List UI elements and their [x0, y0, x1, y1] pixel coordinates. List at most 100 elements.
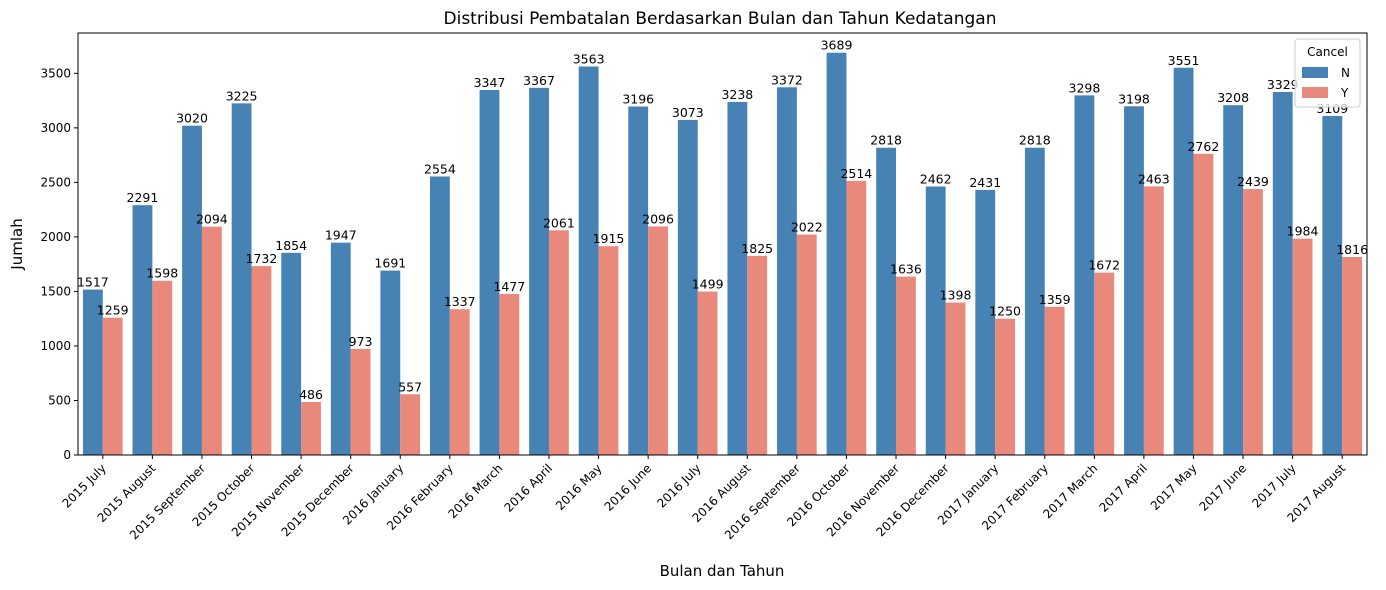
- bar-y-0: [102, 317, 123, 455]
- chart-title: Distribusi Pembatalan Berdasarkan Bulan …: [444, 9, 997, 29]
- bar-value-label: 1672: [1088, 258, 1120, 273]
- bar-n-4: [281, 252, 302, 455]
- bar-y-16: [896, 276, 916, 455]
- bar-y-12: [697, 291, 718, 455]
- bar-n-8: [479, 90, 500, 456]
- x-tick-label: 2016 April: [502, 461, 556, 515]
- bar-value-label: 2061: [543, 215, 575, 230]
- x-tick-label: 2016 July: [654, 461, 703, 510]
- legend: Cancel NY: [1294, 38, 1361, 108]
- bar-value-label: 1732: [246, 251, 278, 266]
- bar-value-label: 1825: [741, 241, 773, 256]
- bar-value-label: 2818: [870, 133, 902, 148]
- bar-value-label: 1337: [444, 294, 476, 309]
- bar-value-label: 2462: [920, 172, 952, 187]
- bar-value-label: 3367: [523, 73, 555, 88]
- y-tick-label: 3000: [40, 121, 71, 135]
- bar-y-22: [1193, 153, 1214, 455]
- x-axis-label: Bulan dan Tahun: [660, 562, 785, 580]
- bar-value-label: 1915: [593, 231, 625, 246]
- bar-value-label: 1854: [275, 238, 307, 253]
- bar-n-1: [132, 205, 153, 455]
- bar-y-10: [598, 246, 619, 455]
- bar-value-label: 3563: [573, 51, 605, 66]
- bar-value-label: 3225: [226, 88, 258, 103]
- bar-n-24: [1272, 91, 1293, 455]
- bar-value-label: 2096: [642, 211, 674, 226]
- bar-y-4: [301, 402, 321, 455]
- bar-n-14: [777, 87, 797, 455]
- bar-y-23: [1243, 189, 1263, 455]
- bar-value-label: 1598: [146, 266, 178, 281]
- bar-n-20: [1074, 95, 1095, 456]
- bar-n-10: [578, 66, 599, 455]
- bar-n-17: [925, 186, 946, 455]
- bar-y-3: [251, 266, 272, 455]
- bar-value-label: 2094: [196, 212, 228, 227]
- bar-value-label: 1398: [940, 288, 972, 303]
- bar-y-6: [400, 394, 421, 455]
- bar-n-22: [1173, 67, 1194, 456]
- bar-y-1: [152, 280, 173, 455]
- bar-value-label: 486: [299, 387, 323, 402]
- bar-value-label: 2554: [424, 162, 456, 177]
- bar-n-21: [1124, 106, 1144, 455]
- bar-value-label: 557: [398, 379, 422, 394]
- bar-value-label: 3689: [821, 38, 853, 53]
- bar-y-5: [350, 348, 371, 455]
- bar-y-20: [1094, 272, 1115, 455]
- bar-n-5: [330, 242, 351, 455]
- y-tick-label: 3500: [40, 66, 71, 80]
- bar-y-7: [449, 309, 470, 455]
- bar-value-label: 3329: [1267, 77, 1299, 92]
- bar-n-0: [82, 289, 103, 455]
- x-tick-label: 2016 May: [553, 461, 605, 513]
- x-tick-label: 2015 July: [59, 461, 108, 510]
- bar-value-label: 1359: [1039, 292, 1071, 307]
- bar-value-label: 1517: [77, 275, 109, 290]
- bar-n-11: [628, 106, 649, 455]
- bar-y-15: [846, 180, 867, 455]
- bar-value-label: 3551: [1168, 53, 1200, 68]
- bar-value-label: 1947: [325, 228, 357, 243]
- bar-y-24: [1292, 238, 1313, 455]
- bar-value-label: 973: [349, 334, 373, 349]
- x-tick-label: 2017 May: [1148, 461, 1200, 513]
- bar-value-label: 1499: [692, 277, 724, 292]
- bar-n-2: [182, 125, 202, 455]
- bar-value-label: 3238: [721, 87, 753, 102]
- bar-n-9: [529, 87, 549, 456]
- legend-swatch-n: [1302, 67, 1328, 78]
- bar-y-11: [648, 226, 668, 455]
- y-tick-label: 1500: [40, 284, 71, 298]
- bar-value-label: 3073: [672, 105, 704, 120]
- bar-value-label: 3198: [1118, 91, 1150, 106]
- legend-title: Cancel: [1307, 45, 1348, 59]
- bar-value-label: 2818: [1019, 133, 1051, 148]
- bar-value-label: 1636: [890, 262, 922, 277]
- plot-area: 1517 2291 3020 3225 1854 1947 1691 2554 3347 3367…: [40, 32, 1368, 542]
- bar-y-13: [747, 255, 768, 455]
- bar-y-14: [796, 234, 817, 455]
- bar-value-label: 2291: [127, 190, 159, 205]
- x-tick-label: 2016 June: [602, 461, 655, 514]
- bar-y-19: [1044, 306, 1065, 455]
- bar-value-label: 2439: [1237, 174, 1269, 189]
- bar-n-25: [1322, 115, 1343, 456]
- bar-value-label: 1691: [374, 256, 406, 271]
- bar-value-label: 2514: [840, 166, 872, 181]
- y-tick-label: 2000: [40, 230, 71, 244]
- x-tick-label: 2017 July: [1249, 461, 1298, 510]
- bar-value-label: 2463: [1138, 171, 1170, 186]
- y-tick-label: 1000: [40, 339, 71, 353]
- bar-value-label: 3347: [474, 75, 506, 90]
- x-tick-label: 2017 June: [1196, 461, 1249, 514]
- bar-value-label: 2022: [791, 220, 823, 235]
- bar-value-label: 2762: [1187, 139, 1219, 154]
- bar-value-label: 3298: [1069, 80, 1101, 95]
- y-tick-label: 2500: [40, 175, 71, 189]
- bar-n-15: [826, 52, 847, 456]
- bar-value-label: 3020: [176, 111, 208, 126]
- bar-value-label: 3372: [771, 72, 803, 87]
